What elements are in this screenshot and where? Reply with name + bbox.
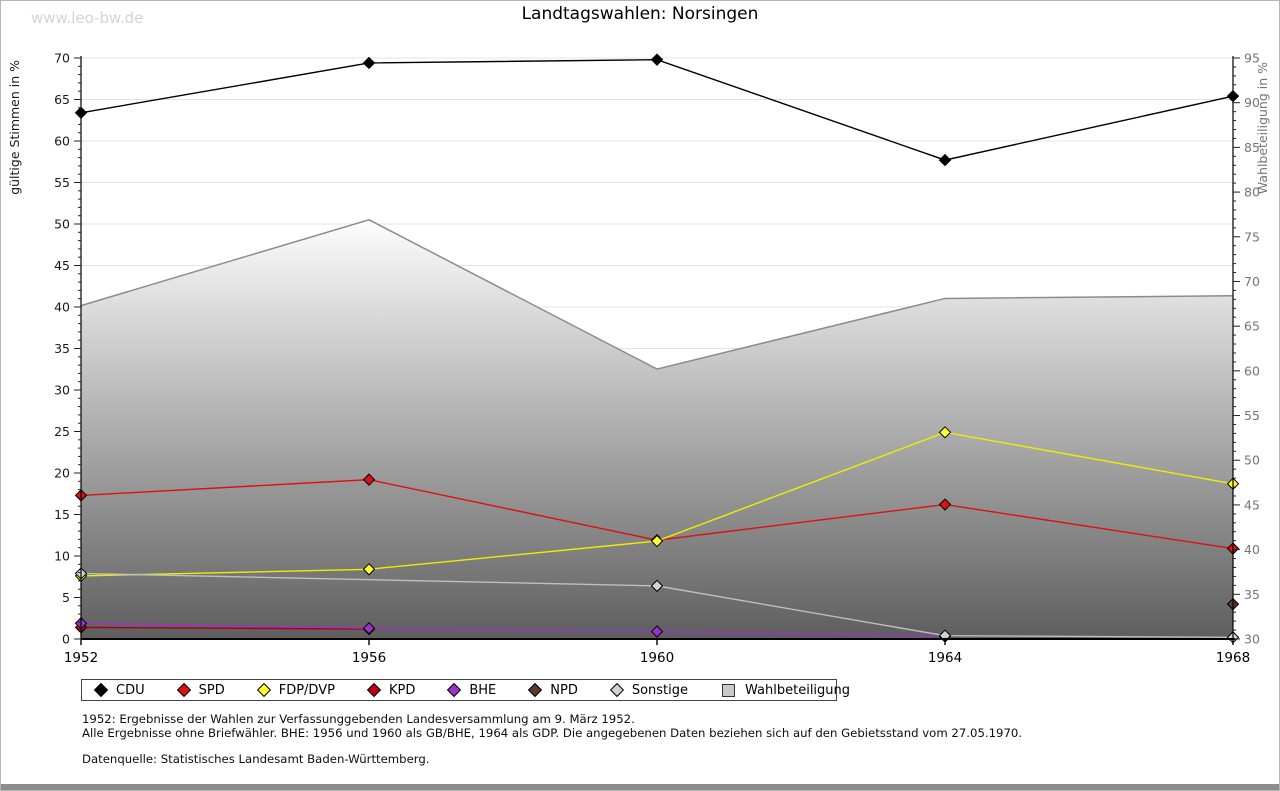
legend-item-fdpdvp: FDP/DVP <box>256 682 335 698</box>
left-tick-label: 40 <box>54 300 70 315</box>
chart-legend: CDU SPD FDP/DVP KPD BHE NPD Sonstige Wahlbeteil… <box>81 679 850 701</box>
marker-fdpdvp <box>938 426 952 439</box>
marker-spd <box>938 498 952 511</box>
chart-title: Landtagswahlen: Norsingen <box>521 4 759 24</box>
legend-diamond-icon <box>256 682 271 698</box>
line-bhe <box>80 622 946 638</box>
marker-fdpdvp <box>650 534 664 548</box>
left-tick-label: 25 <box>54 424 70 439</box>
marker-spd <box>362 473 376 486</box>
legend-item-sonstige: Sonstige <box>609 682 689 698</box>
left-tick-label: 10 <box>54 549 70 564</box>
legend-label: CDU <box>116 682 145 698</box>
legend-item-cdu: CDU <box>93 682 145 698</box>
marker-cdu <box>938 153 952 167</box>
footnote-method-note: Alle Ergebnisse ohne Briefwähler. BHE: 1… <box>82 726 1023 740</box>
right-tick-label: 45 <box>1244 497 1260 512</box>
legend-label: FDP/DVP <box>278 682 335 698</box>
left-tick-label: 60 <box>54 134 70 149</box>
left-tick-label: 15 <box>54 507 70 522</box>
left-tick-label: 20 <box>54 466 70 481</box>
left-tick-label: 30 <box>54 383 70 398</box>
footnote-data-source: Datenquelle: Statistisches Landesamt Bad… <box>82 752 430 766</box>
left-tick-label: 5 <box>62 590 70 605</box>
right-tick-label: 35 <box>1244 587 1260 602</box>
left-tick-label: 65 <box>54 92 70 107</box>
chart-canvas: 0 5 10 15 20 25 30 35 40 45 50 55 60 65 70 30 35 40 45 50 55… <box>7 51 1270 667</box>
right-tick-label: 95 <box>1244 51 1260 66</box>
right-tick-label: 65 <box>1244 319 1260 334</box>
footnote-election-note: 1952: Ergebnisse der Wahlen zur Verfassu… <box>82 712 635 726</box>
right-axis-title: Wahlbeteiligung in % <box>1255 62 1270 194</box>
legend-item-kpd: KPD <box>366 682 416 698</box>
right-tick-label: 55 <box>1244 408 1260 423</box>
legend-item-bhe: BHE <box>447 682 497 698</box>
left-tick-label: 0 <box>62 632 70 647</box>
right-tick-label: 60 <box>1244 363 1260 378</box>
right-tick-label: 75 <box>1244 229 1260 244</box>
right-tick-label: 70 <box>1244 274 1260 289</box>
area-wahlbeteiligung <box>81 219 1233 640</box>
marker-sonstige <box>650 579 664 593</box>
left-tick-label: 55 <box>54 175 70 190</box>
left-tick-label: 45 <box>54 258 70 273</box>
legend-diamond-icon <box>609 682 624 698</box>
legend-item-npd: NPD <box>528 682 578 698</box>
marker-bhe <box>362 622 376 635</box>
line-sonstige <box>80 572 1234 639</box>
right-tick-label: 50 <box>1244 453 1260 468</box>
legend-item-wahlbeteiligung: Wahlbeteiligung <box>722 683 850 698</box>
legend-label: SPD <box>198 682 225 698</box>
x-tick-label: 1968 <box>1216 650 1250 666</box>
left-tick-label: 35 <box>54 341 70 356</box>
legend-label: Wahlbeteiligung <box>745 682 851 698</box>
line-cdu <box>80 58 1234 161</box>
left-tick-label: 50 <box>54 217 70 232</box>
legend-label: Sonstige <box>631 682 689 698</box>
right-tick-label: 90 <box>1244 95 1260 110</box>
left-axis-title: gültige Stimmen in % <box>7 60 22 195</box>
left-tick-label: 70 <box>54 51 70 66</box>
watermark: www.leo-bw.de <box>31 9 144 27</box>
right-tick-label: 30 <box>1244 632 1260 647</box>
legend-item-spd: SPD <box>176 682 225 698</box>
marker-cdu <box>650 53 664 66</box>
x-tick-label: 1964 <box>928 650 962 666</box>
legend-label: KPD <box>388 682 416 698</box>
line-kpd <box>80 626 370 630</box>
right-tick-label: 85 <box>1244 140 1260 155</box>
legend-square-icon <box>722 683 736 697</box>
marker-cdu <box>362 56 376 70</box>
x-tick-label: 1960 <box>640 650 674 666</box>
marker-fdpdvp <box>362 563 376 576</box>
legend-diamond-icon <box>528 682 543 698</box>
right-tick-label: 80 <box>1244 185 1260 200</box>
area-wahlbeteiligung-edge <box>80 218 1234 370</box>
bottom-bar <box>1 784 1279 790</box>
legend-diamond-icon <box>93 682 109 698</box>
x-tick-label: 1956 <box>352 650 386 666</box>
right-tick-label: 40 <box>1244 542 1260 557</box>
legend-diamond-icon <box>447 682 462 698</box>
marker-bhe <box>650 625 664 638</box>
legend-label: BHE <box>469 682 497 698</box>
legend-diamond-icon <box>176 682 191 698</box>
legend-diamond-icon <box>366 682 382 698</box>
legend-label: NPD <box>550 682 578 698</box>
x-tick-label: 1952 <box>64 650 98 666</box>
